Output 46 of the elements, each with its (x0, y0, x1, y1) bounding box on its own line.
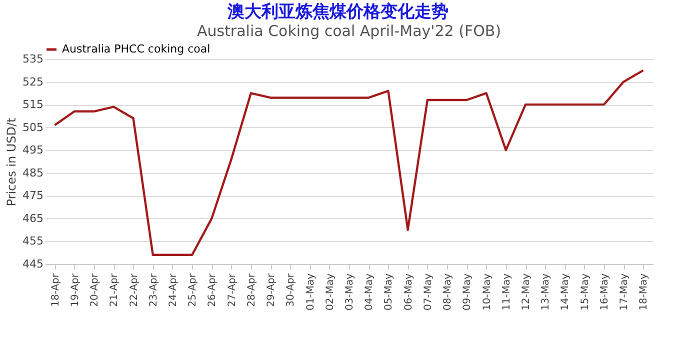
x-tick-label: 21-Apr (109, 272, 120, 307)
chart-subtitle: Australia Coking coal April-May'22 (FOB) (196, 22, 502, 40)
x-tick-label: 26-Apr (207, 272, 218, 307)
x-tick-label: 16-May (599, 273, 610, 311)
y-tick-label: 465 (22, 212, 44, 225)
line-series (54, 69, 644, 256)
x-tick-label: 07-May (422, 273, 434, 311)
x-tick-label: 17-May (619, 273, 630, 311)
y-axis-title: Prices in USD/t (4, 117, 19, 206)
x-tick-label: 03-May (344, 273, 356, 311)
chart-title: 澳大利亚炼焦煤价格变化走势 (226, 1, 450, 24)
x-tick-label: 01-May (305, 273, 316, 311)
x-tick-label: 09-May (462, 273, 474, 311)
y-tick-label: 455 (22, 234, 44, 248)
x-tick-label: 20-Apr (90, 272, 101, 307)
y-tick-label: 485 (22, 166, 44, 180)
x-tick-label: 29-Apr (266, 272, 278, 307)
x-tick-label: 02-May (324, 273, 336, 311)
x-tick-label: 06-May (403, 273, 414, 311)
x-tick-label: 24-Apr (168, 272, 179, 307)
x-tick-label: 25-Apr (188, 272, 199, 307)
y-tick-label: 535 (22, 52, 44, 66)
x-tick-label: 08-May (442, 273, 454, 311)
y-tick-label: 525 (22, 75, 44, 88)
y-tick-label: 445 (22, 258, 44, 270)
x-tick-label: 12-May (521, 273, 532, 311)
x-tick-label: 18-May (638, 273, 650, 311)
x-tick-label: 04-May (364, 273, 376, 311)
x-tick-label: 23-Apr (148, 272, 160, 307)
x-tick-label: 11-May (501, 273, 512, 311)
x-tick-label: 13-May (540, 273, 552, 311)
y-tick-label: 475 (22, 189, 44, 202)
x-tick-label: 18-Apr (50, 272, 62, 307)
y-tick-label: 505 (22, 120, 44, 134)
x-tick-label: 30-Apr (286, 272, 297, 307)
x-tick-label: 22-Apr (128, 272, 140, 307)
x-tick-label: 05-May (384, 273, 395, 311)
legend-label: Australia PHCC coking coal (62, 42, 210, 56)
x-tick-label: 27-Apr (226, 272, 238, 307)
x-tick-label: 10-May (482, 273, 493, 311)
y-tick-label: 495 (22, 144, 44, 157)
x-tick-label: 28-Apr (246, 272, 258, 307)
x-tick-label: 15-May (580, 273, 591, 311)
x-tick-label: 19-Apr (70, 272, 81, 307)
y-tick-label: 515 (22, 98, 44, 112)
x-tick-label: 14-May (560, 273, 572, 311)
